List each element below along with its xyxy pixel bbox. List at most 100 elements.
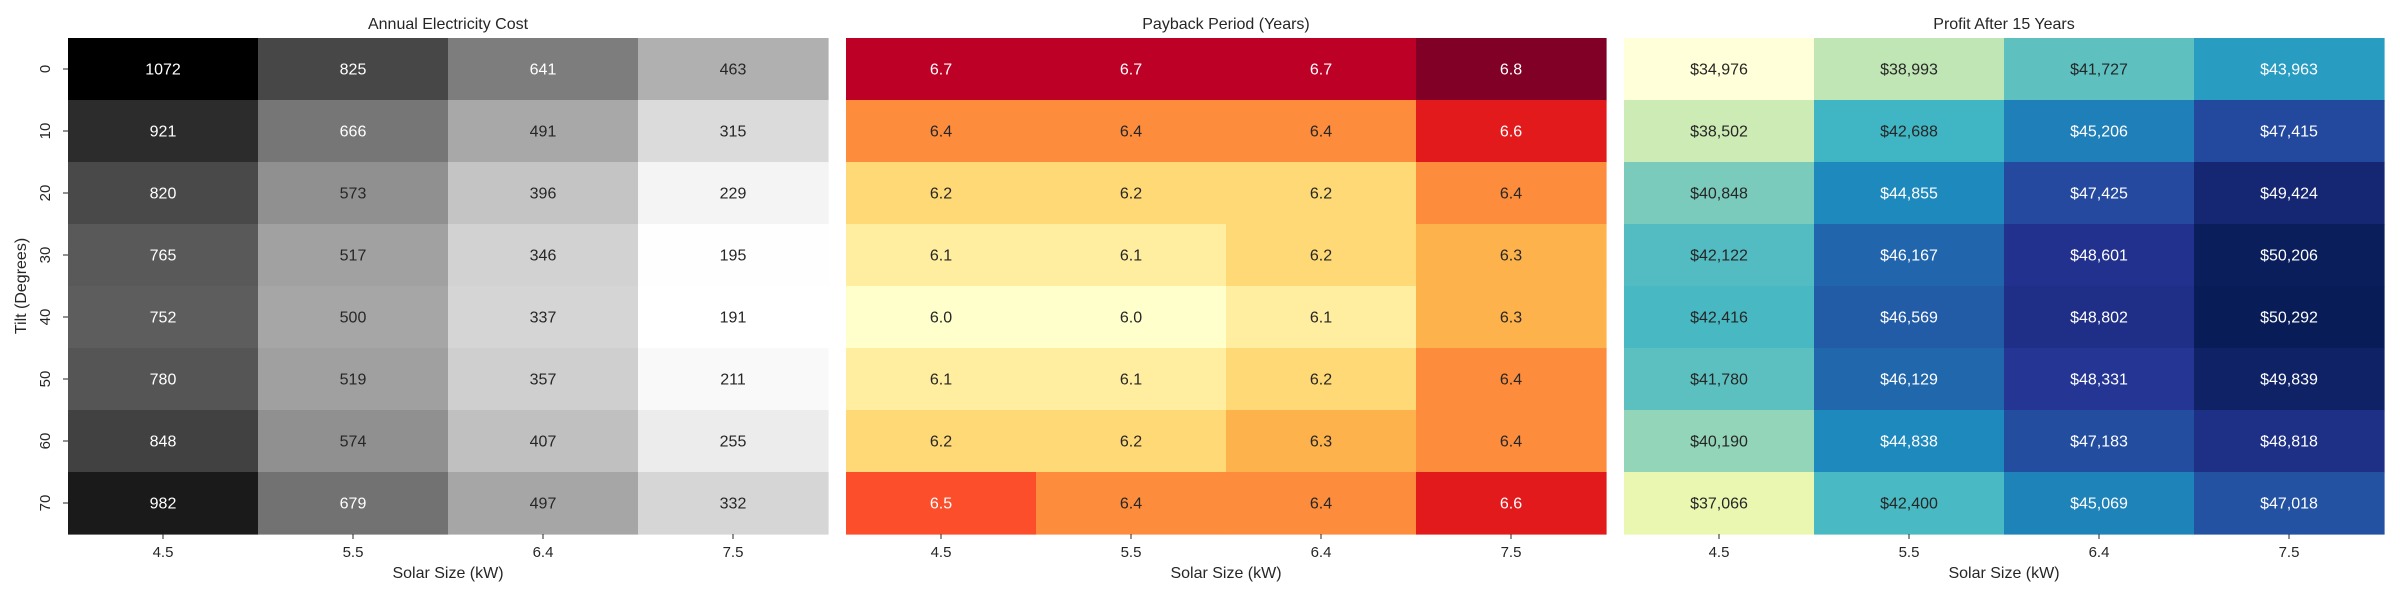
cell-label: 6.2 — [1310, 248, 1332, 265]
cell-label: 6.2 — [1310, 186, 1332, 203]
cell-label: 229 — [720, 186, 747, 203]
cell-label: 679 — [340, 496, 367, 513]
heatmap-panel-3: $34,976 $38,993 $41,727 $43,963 $38,502 $42,6… — [1624, 16, 2385, 582]
heatmap-cell — [2194, 38, 2385, 101]
heatmap-cell — [2194, 162, 2385, 225]
heatmap-cell — [1814, 38, 2005, 101]
x-tick-label: 4.5 — [153, 544, 174, 561]
cell-label: 6.0 — [1120, 310, 1142, 327]
cell-label: 315 — [720, 124, 747, 141]
cell-label: $38,993 — [1880, 62, 1938, 79]
cell-label: $40,848 — [1690, 186, 1748, 203]
cell-label: 6.6 — [1500, 124, 1522, 141]
heatmap-cell — [638, 348, 829, 411]
cell-label: $44,838 — [1880, 434, 1938, 451]
cell-label: 6.8 — [1500, 62, 1522, 79]
y-tick-label: 30 — [37, 247, 54, 264]
cell-label: 337 — [530, 310, 557, 327]
cell-label: $42,416 — [1690, 310, 1748, 327]
heatmap-cell — [68, 410, 259, 473]
heatmap-cell — [638, 100, 829, 163]
heatmap-cell — [1036, 162, 1227, 225]
heatmap-cell — [258, 410, 449, 473]
heatmap-cell — [1036, 348, 1227, 411]
cell-label: $48,802 — [2070, 310, 2128, 327]
cell-label: $41,727 — [2070, 62, 2128, 79]
cell-label: 6.7 — [1120, 62, 1142, 79]
heatmap-cell — [1036, 410, 1227, 473]
heatmap-cell — [1624, 224, 1815, 287]
heatmap-cell — [1036, 100, 1227, 163]
heatmap-cell — [258, 38, 449, 101]
cell-label: 519 — [340, 372, 367, 389]
heatmap-cell — [846, 224, 1037, 287]
cell-label: 332 — [720, 496, 747, 513]
cell-label: 820 — [150, 186, 177, 203]
cell-label: 6.2 — [1310, 372, 1332, 389]
heatmap-cell — [1226, 472, 1417, 535]
cell-label: 6.0 — [930, 310, 952, 327]
heatmap-cell — [1624, 100, 1815, 163]
cell-label: 500 — [340, 310, 367, 327]
y-tick-label: 10 — [37, 123, 54, 140]
cell-label: $46,129 — [1880, 372, 1938, 389]
heatmap-cell — [846, 348, 1037, 411]
cell-label: 6.1 — [1120, 248, 1142, 265]
cell-label: $44,855 — [1880, 186, 1938, 203]
heatmap-cell — [448, 100, 639, 163]
heatmap-cell — [638, 410, 829, 473]
heatmap-cell — [258, 162, 449, 225]
heatmap-cell — [2004, 410, 2195, 473]
heatmap-cell — [2194, 286, 2385, 349]
heatmap-cell — [1416, 100, 1607, 163]
heatmap-cell — [68, 224, 259, 287]
heatmap-cell — [1036, 472, 1227, 535]
cell-label: $43,963 — [2260, 62, 2318, 79]
cell-label: 6.2 — [1120, 434, 1142, 451]
heatmap-cell — [1416, 162, 1607, 225]
heatmap-cell — [846, 472, 1037, 535]
cell-label: $47,018 — [2260, 496, 2318, 513]
heatmap-cell — [68, 348, 259, 411]
heatmap-cell — [1416, 38, 1607, 101]
x-tick-label: 5.5 — [1899, 544, 1920, 561]
heatmap-cell — [68, 100, 259, 163]
cell-label: $34,976 — [1690, 62, 1748, 79]
cell-label: $46,569 — [1880, 310, 1938, 327]
heatmap-cell — [638, 224, 829, 287]
heatmap-cell — [846, 38, 1037, 101]
cell-label: $48,601 — [2070, 248, 2128, 265]
cell-label: 6.4 — [1120, 124, 1142, 141]
x-tick-label: 7.5 — [1501, 544, 1522, 561]
heatmap-cell — [2194, 410, 2385, 473]
cell-label: 641 — [530, 62, 557, 79]
cell-label: 255 — [720, 434, 747, 451]
cell-label: $47,415 — [2260, 124, 2318, 141]
heatmap-cell — [2004, 224, 2195, 287]
cell-label: 573 — [340, 186, 367, 203]
panel-title: Annual Electricity Cost — [368, 16, 529, 33]
heatmap-cell — [448, 38, 639, 101]
cell-label: 6.3 — [1310, 434, 1332, 451]
cell-label: 6.4 — [1310, 124, 1332, 141]
heatmap-cell — [2194, 100, 2385, 163]
heatmap-cell — [1036, 224, 1227, 287]
heatmap-cell — [1416, 224, 1607, 287]
heatmap-cell — [1814, 162, 2005, 225]
cell-label: 765 — [150, 248, 177, 265]
cell-label: $37,066 — [1690, 496, 1748, 513]
heatmap-cell — [1624, 410, 1815, 473]
x-tick-label: 6.4 — [1311, 544, 1332, 561]
x-tick-label: 6.4 — [2089, 544, 2110, 561]
cell-label: $40,190 — [1690, 434, 1748, 451]
cell-label: 848 — [150, 434, 177, 451]
heatmap-cell — [2004, 348, 2195, 411]
x-tick-label: 7.5 — [723, 544, 744, 561]
heatmap-cell — [1624, 286, 1815, 349]
heatmap-cell — [1624, 348, 1815, 411]
heatmap-cell — [2004, 38, 2195, 101]
heatmap-cell — [448, 162, 639, 225]
heatmap-cell — [1624, 38, 1815, 101]
heatmap-cell — [1226, 224, 1417, 287]
